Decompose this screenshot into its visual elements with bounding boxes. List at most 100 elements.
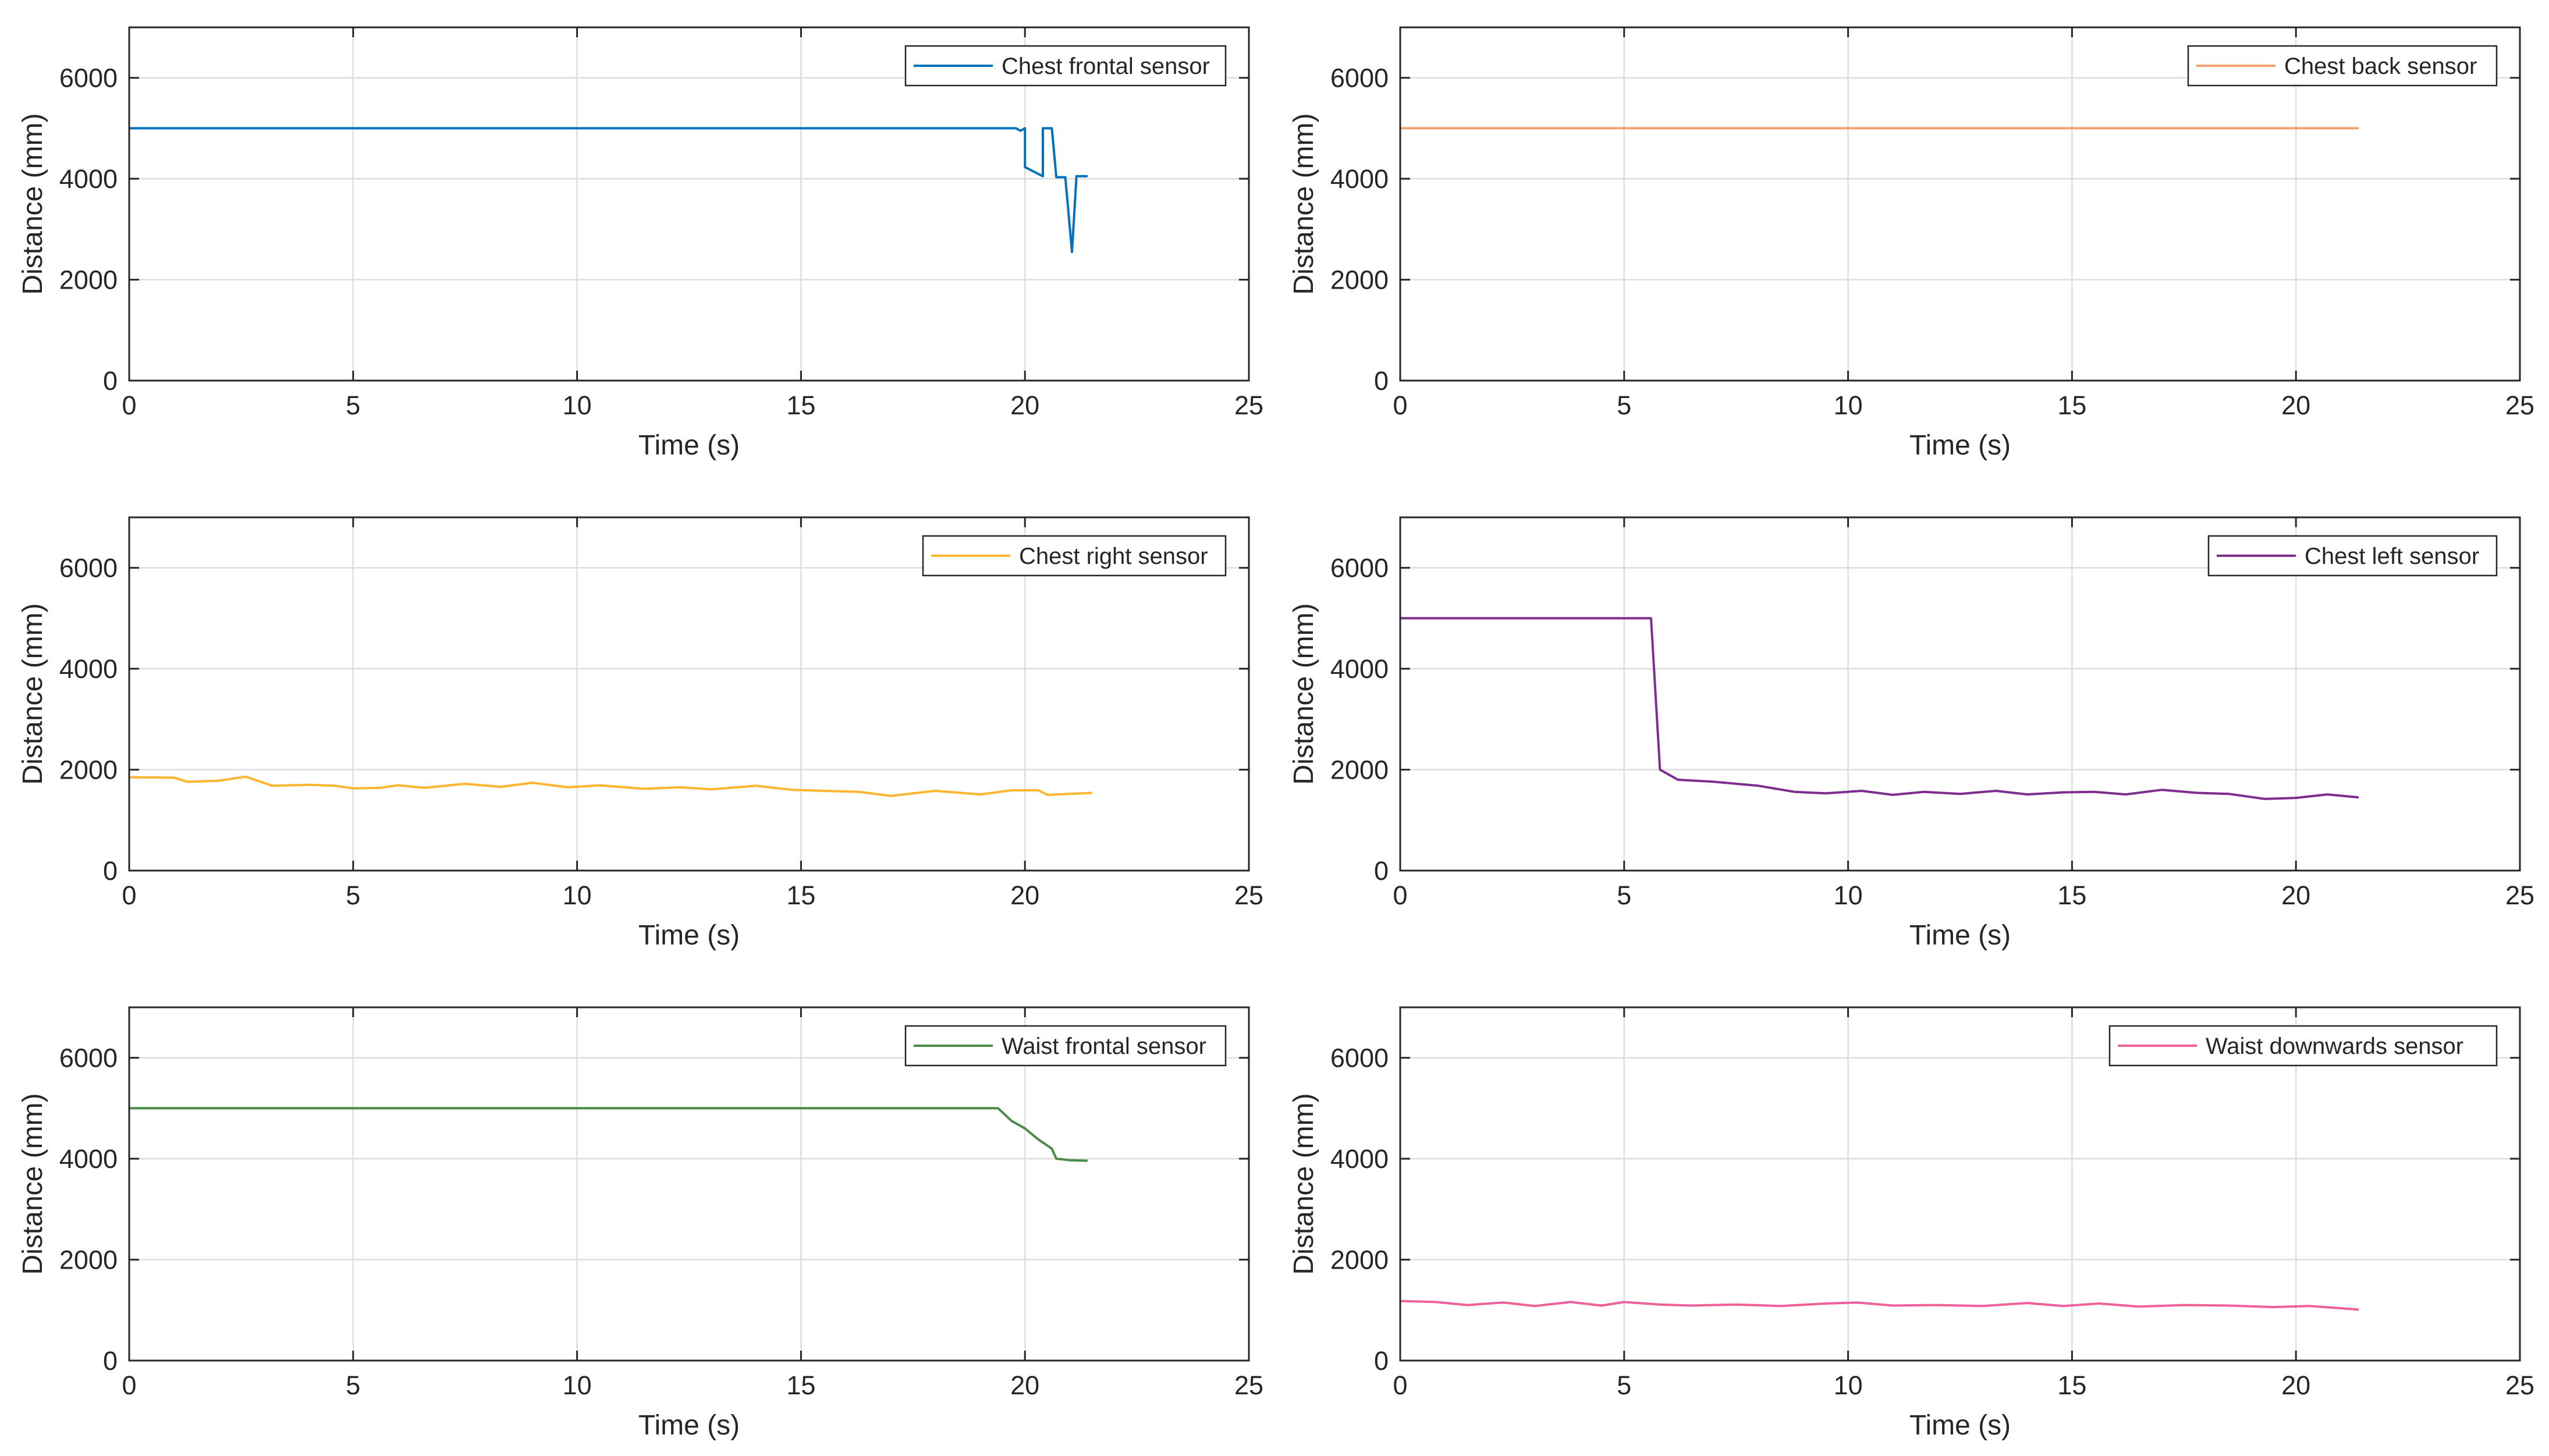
axes-box (128, 1006, 1250, 1362)
y-tick-label: 2000 (59, 265, 118, 295)
y-tick-label: 6000 (1330, 1043, 1389, 1073)
axes-box (1399, 1006, 2521, 1362)
y-tick-label: 0 (103, 856, 118, 886)
x-tick-label: 5 (1617, 880, 1631, 910)
y-axis-label: Distance (mm) (1288, 1093, 1319, 1274)
x-tick-label: 15 (2057, 390, 2086, 420)
x-tick-label: 15 (2057, 1370, 2086, 1400)
x-tick-label: 5 (1617, 390, 1631, 420)
x-tick-label: 20 (2281, 880, 2310, 910)
subplot-6: 0 5 10 15 20 25 0 2000 4000 6000 Time (s) Distance … (1288, 1006, 2534, 1441)
x-tick-label: 20 (1010, 390, 1039, 420)
y-tick-label: 6000 (59, 1043, 118, 1073)
x-axis-label: Time (s) (638, 1410, 740, 1441)
legend-label: Chest right sensor (1019, 544, 1208, 569)
x-tick-label: 20 (2281, 1370, 2310, 1400)
subplot-2: 0 5 10 15 20 25 0 2000 4000 6000 Time (s) Distance … (1288, 26, 2534, 461)
x-tick-label: 25 (1234, 1370, 1263, 1400)
subplot-1: 0 5 10 15 20 25 0 2000 4000 6000 Time (s) Distance … (17, 26, 1263, 461)
y-tick-label: 6000 (59, 63, 118, 93)
x-axis-label: Time (s) (1909, 1410, 2011, 1441)
series-line (129, 127, 1088, 253)
x-tick-label: 15 (786, 1370, 815, 1400)
legend-label: Waist frontal sensor (1002, 1034, 1206, 1059)
y-tick-label: 0 (103, 1346, 118, 1376)
legend: Waist frontal sensor (904, 1025, 1227, 1067)
x-axis-label: Time (s) (638, 430, 740, 461)
x-tick-label: 10 (563, 880, 592, 910)
x-tick-label: 10 (1834, 390, 1863, 420)
x-tick-label: 0 (1393, 390, 1407, 420)
y-axis-label: Distance (mm) (17, 603, 48, 784)
legend: Chest frontal sensor (904, 45, 1227, 87)
y-axis-label: Distance (mm) (1288, 113, 1319, 294)
axes-box (1399, 516, 2521, 872)
legend: Chest back sensor (2187, 45, 2498, 87)
y-tick-label: 2000 (1330, 1245, 1389, 1275)
x-tick-label: 25 (2505, 1370, 2534, 1400)
y-tick-label: 0 (103, 366, 118, 396)
legend: Waist downwards sensor (2108, 1025, 2498, 1067)
y-tick-label: 6000 (1330, 63, 1389, 93)
x-tick-label: 10 (1834, 1370, 1863, 1400)
y-tick-label: 2000 (59, 755, 118, 785)
y-axis-label: Distance (mm) (17, 1093, 48, 1274)
x-axis-label: Time (s) (1909, 430, 2011, 461)
subplot-3: 0 5 10 15 20 25 0 2000 4000 6000 Time (s) Distance … (17, 516, 1263, 951)
series-line (129, 1107, 1088, 1162)
x-tick-label: 25 (1234, 390, 1263, 420)
x-tick-label: 25 (2505, 880, 2534, 910)
x-tick-label: 10 (1834, 880, 1863, 910)
series-line (1400, 1299, 2359, 1311)
y-tick-label: 2000 (1330, 265, 1389, 295)
axes-box (128, 516, 1250, 872)
y-tick-label: 4000 (59, 1144, 118, 1174)
x-tick-label: 15 (786, 390, 815, 420)
axes-box (128, 26, 1250, 382)
legend-label: Chest left sensor (2305, 544, 2479, 569)
axes-box (1399, 26, 2521, 382)
x-tick-label: 5 (1617, 1370, 1631, 1400)
y-tick-label: 0 (1374, 366, 1389, 396)
x-axis-label: Time (s) (1909, 920, 2011, 951)
x-tick-label: 5 (346, 880, 360, 910)
x-tick-label: 20 (2281, 390, 2310, 420)
x-tick-label: 0 (1393, 1370, 1407, 1400)
y-axis-label: Distance (mm) (1288, 603, 1319, 784)
subplot-4: 0 5 10 15 20 25 0 2000 4000 6000 Time (s) Distance … (1288, 516, 2534, 951)
x-tick-label: 0 (122, 390, 136, 420)
x-tick-label: 5 (346, 390, 360, 420)
y-tick-label: 0 (1374, 1346, 1389, 1376)
x-tick-label: 10 (563, 390, 592, 420)
y-tick-label: 0 (1374, 856, 1389, 886)
legend-label: Waist downwards sensor (2206, 1034, 2463, 1059)
y-tick-label: 4000 (1330, 1144, 1389, 1174)
legend: Chest right sensor (922, 535, 1227, 577)
y-tick-label: 6000 (59, 553, 118, 583)
y-tick-label: 4000 (59, 164, 118, 194)
x-tick-label: 25 (2505, 390, 2534, 420)
x-tick-label: 20 (1010, 1370, 1039, 1400)
series-line (1400, 617, 2359, 800)
x-tick-label: 15 (786, 880, 815, 910)
x-tick-label: 20 (1010, 880, 1039, 910)
y-tick-label: 2000 (1330, 755, 1389, 785)
legend-label: Chest back sensor (2284, 54, 2477, 79)
legend: Chest left sensor (2207, 535, 2498, 577)
legend-label: Chest frontal sensor (1002, 54, 1210, 79)
x-tick-label: 0 (122, 880, 136, 910)
y-tick-label: 2000 (59, 1245, 118, 1275)
y-tick-label: 4000 (1330, 654, 1389, 684)
y-tick-label: 4000 (59, 654, 118, 684)
y-tick-label: 6000 (1330, 553, 1389, 583)
series-line (129, 775, 1092, 797)
x-tick-label: 10 (563, 1370, 592, 1400)
y-axis-label: Distance (mm) (17, 113, 48, 294)
x-tick-label: 0 (122, 1370, 136, 1400)
x-tick-label: 25 (1234, 880, 1263, 910)
x-axis-label: Time (s) (638, 920, 740, 951)
subplot-5: 0 5 10 15 20 25 0 2000 4000 6000 Time (s) Distance … (17, 1006, 1263, 1441)
x-tick-label: 15 (2057, 880, 2086, 910)
x-tick-label: 5 (346, 1370, 360, 1400)
